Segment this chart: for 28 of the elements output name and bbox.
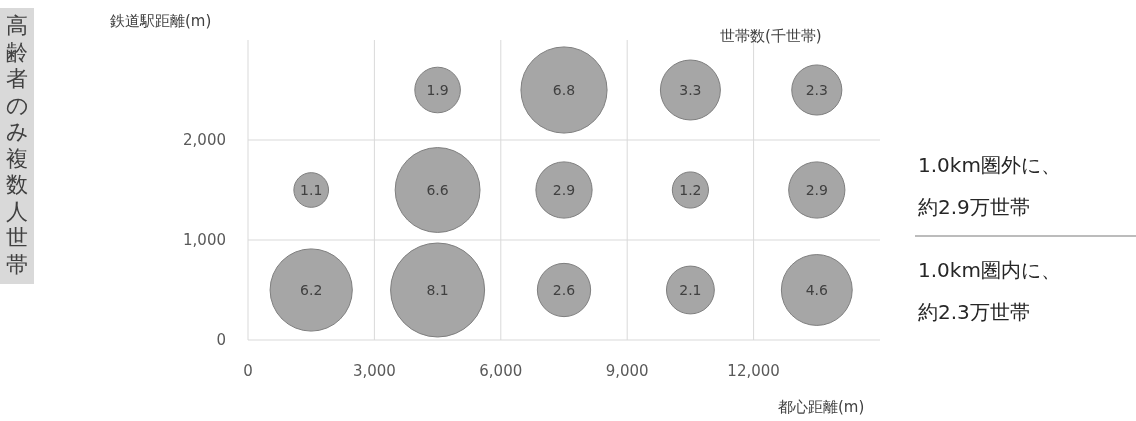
text: 1.0km圏内に、約2.3万世帯 (918, 258, 1061, 324)
x-tick-label: 6,000 (479, 362, 523, 380)
annotation: 4.6 (805, 282, 829, 298)
annotation: 2.1 (679, 282, 702, 298)
x-tick-label: 3,000 (352, 362, 396, 380)
annotation: 6.8 (552, 82, 576, 98)
x-axis-title: 都心距離(m) (778, 398, 865, 416)
chart-title: 高齢者のみ複数人世帯 (5, 13, 29, 277)
annotation: 2.9 (552, 182, 576, 198)
x-tick-label: 0 (243, 362, 253, 380)
annotation: 1.9 (426, 82, 449, 98)
annotation: 3.3 (679, 82, 702, 98)
x-tick-label: 12,000 (727, 362, 780, 380)
annotation: 8.1 (426, 282, 449, 298)
y-tick-label: 1,000 (183, 231, 226, 249)
y-tick-label: 0 (216, 331, 226, 349)
y-axis-title: 鉄道駅距離(m) (110, 12, 212, 30)
annotation: 6.6 (426, 182, 449, 198)
annotation: 世帯数(千世帯) (720, 27, 822, 45)
annotation: 2.9 (805, 182, 828, 198)
text: 1.0km圏外に、約2.9万世帯 (918, 153, 1061, 219)
annotation: 6.2 (300, 282, 323, 298)
annotation: 1.1 (300, 182, 323, 198)
annotation: 2.6 (552, 282, 576, 298)
x-tick-label: 9,000 (605, 362, 649, 380)
annotation: 1.2 (679, 182, 702, 198)
annotation: 2.3 (805, 82, 828, 98)
y-tick-label: 2,000 (183, 131, 226, 149)
